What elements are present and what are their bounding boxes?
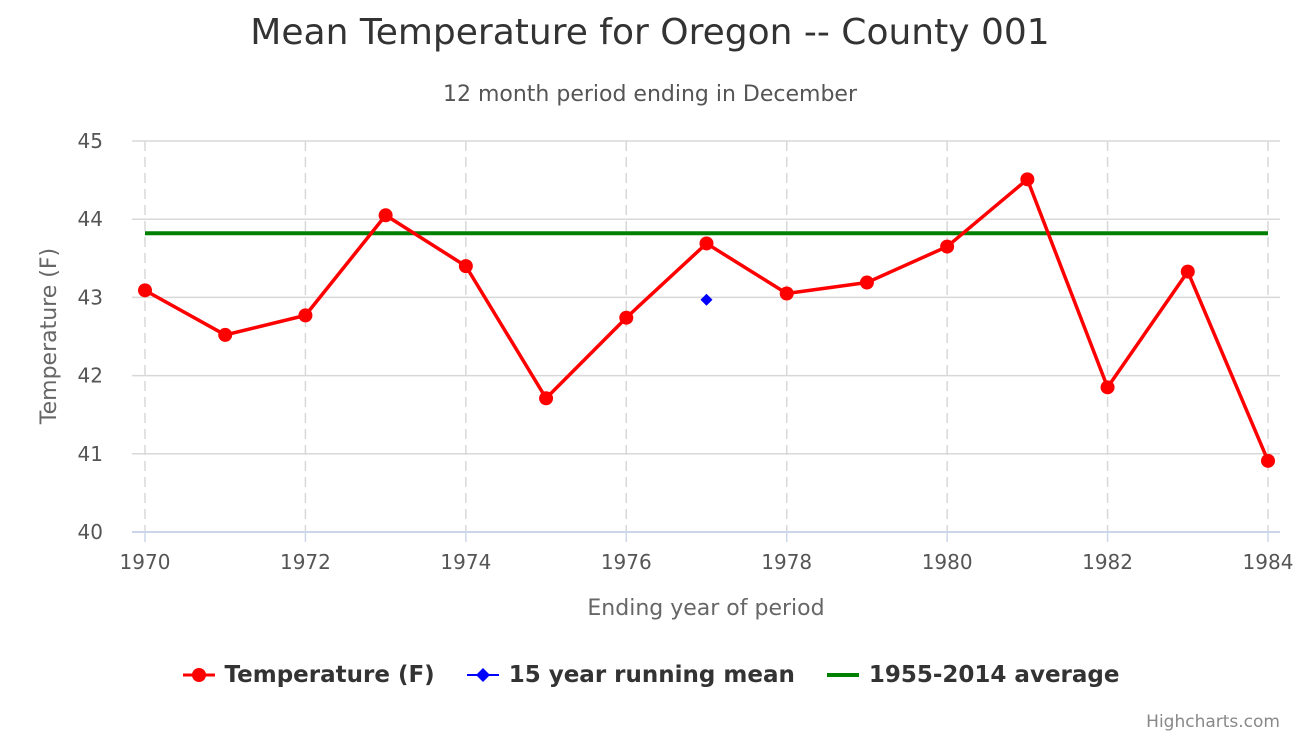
y-tick-label: 41	[78, 442, 103, 466]
temperature-point	[699, 236, 714, 251]
temperature-point	[218, 327, 233, 342]
temperature-point	[779, 286, 794, 301]
temperature-point	[1020, 172, 1035, 187]
axis-layer: 40 41 42 43 44 45 1970 1972 1974 1976 1978 1980 1982…	[78, 129, 1294, 574]
chart-title: Mean Temperature for Oregon -- County 00…	[250, 12, 1050, 53]
temperature-point	[539, 391, 554, 406]
temperature-point	[619, 310, 634, 325]
legend-label-average: 1955-2014 average	[868, 662, 1120, 688]
legend-label-running-mean: 15 year running mean	[508, 662, 795, 688]
y-tick-label: 44	[78, 207, 103, 231]
legend-item-temperature[interactable]: Temperature (F)	[181, 662, 435, 688]
legend-blue-diamond-icon	[466, 668, 499, 682]
temperature-point	[859, 275, 874, 290]
y-tick-label: 45	[78, 129, 103, 153]
temperature-point	[378, 208, 393, 223]
y-tick-label: 42	[78, 364, 103, 388]
x-tick-label: 1980	[922, 550, 973, 574]
series-layer	[138, 172, 1275, 468]
temperature-point	[458, 259, 473, 274]
temperature-point	[138, 283, 152, 298]
legend-green-line-icon	[826, 673, 859, 677]
x-axis-title: Ending year of period	[587, 596, 824, 621]
temperature-point	[940, 239, 955, 254]
temperature-point	[1100, 380, 1115, 395]
temperature-point	[298, 308, 313, 323]
legend-item-running-mean[interactable]: 15 year running mean	[465, 662, 795, 688]
temperature-line	[144, 177, 1270, 462]
x-tick-label: 1976	[601, 550, 652, 574]
temperature-point	[1261, 453, 1275, 468]
credits-link[interactable]: Highcharts.com	[1146, 712, 1280, 732]
grid-layer	[132, 140, 1280, 533]
chart-subtitle: 12 month period ending in December	[442, 82, 858, 107]
legend-item-average[interactable]: 1955-2014 average	[825, 662, 1120, 688]
y-axis-title: Temperature (F)	[37, 248, 62, 425]
y-tick-label: 40	[78, 520, 103, 544]
x-tick-label: 1978	[761, 550, 812, 574]
x-tick-label: 1984	[1243, 550, 1294, 574]
x-tick-label: 1970	[120, 550, 171, 574]
legend-red-circle-icon	[182, 668, 215, 682]
chart-legend: Temperature (F) 15 year running mean 195…	[0, 662, 1300, 688]
temperature-point	[1180, 264, 1195, 279]
legend-label-temperature: Temperature (F)	[224, 662, 435, 688]
x-tick-label: 1972	[280, 550, 331, 574]
y-tick-label: 43	[78, 285, 103, 309]
running-mean-point	[700, 293, 713, 306]
x-tick-label: 1974	[440, 550, 491, 574]
x-tick-label: 1982	[1082, 550, 1133, 574]
